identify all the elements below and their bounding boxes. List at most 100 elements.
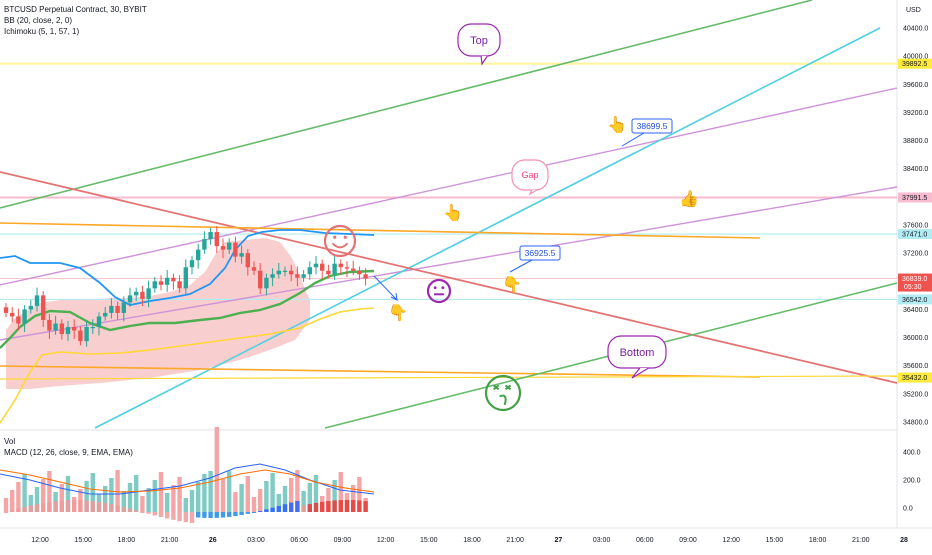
macd-histogram-bar [264,509,269,512]
macd-histogram-bar [152,512,157,516]
macd-histogram-bar [140,512,145,513]
macd-histogram-bar [127,508,133,512]
volume-bar [28,495,33,512]
macd-histogram-bar [320,501,325,512]
time-tick-label: 21:00 [506,537,524,544]
indicator-bb[interactable]: BB (20, close, 2, 0) [4,16,73,25]
hand-pointer-icon: 👇 [388,304,408,322]
candle-body [121,302,126,313]
volume-bar [189,490,195,512]
volume-bar [264,481,269,512]
macd-histogram-bar [289,502,294,512]
price-tick-label: 35600.0 [903,363,928,370]
macd-histogram-bar [313,502,319,512]
volume-bar [146,488,151,512]
candle-body [351,268,356,271]
candle-body [344,267,350,269]
macd-histogram-bar [326,501,331,512]
macd-histogram-bar [96,501,102,512]
bollinger-basis [0,269,375,349]
macd-histogram-bar [177,512,182,522]
volume-bar [41,479,46,512]
candle-body [78,330,83,342]
time-tick-label: 27 [555,537,563,544]
indicator-vol[interactable]: Vol [4,437,16,446]
time-tick-label: 18:00 [463,537,481,544]
volume-bar [338,472,343,512]
callout-gap: Gap [511,159,549,196]
price-tick-label: 40400.0 [903,26,928,33]
time-tick-label: 06:00 [290,537,308,544]
price-tick-label: 38800.0 [903,138,928,145]
candle-body [84,327,89,342]
trend-red-descending [0,171,898,384]
volume-bar [22,474,27,512]
projection-arrow [373,275,397,300]
indicator-ichimoku[interactable]: Ichimoku (5, 1, 57, 1) [4,27,80,36]
candle-body [171,277,176,282]
price-tick-label: 39200.0 [903,110,928,117]
volume-bar [227,471,232,512]
price-tag-label: 37471.0 [902,232,927,239]
candle-body [363,274,368,279]
axes: 40400.0 40000.0 39600.0 39200.0 38800.0 38400… [31,7,932,544]
macd-histogram-bar [134,510,139,512]
volume-bar [332,480,337,512]
candle-body [140,291,145,299]
volume-bar [158,472,164,512]
macd-histogram-bar [109,504,114,512]
volume-bar [115,470,120,512]
time-tick-label: 15:00 [766,537,784,544]
trend-violet-middle [0,87,898,286]
volume-bar [16,482,21,512]
price-tick-label: 38400.0 [903,166,928,173]
candle-body [103,312,108,317]
macd-histogram-bar [282,504,288,512]
time-tick-label: 21:00 [852,537,870,544]
price-tag-box [898,58,932,69]
candle-body [295,274,300,278]
label-38699: 38699.5 [621,118,673,147]
indicator-lines [0,229,375,424]
candle-body [239,253,244,257]
price-tick-label: 40000.0 [903,54,928,61]
candle-body [146,288,151,299]
volume-bar [165,493,170,512]
macd-histogram-bar [78,500,83,512]
candle-body [22,309,27,324]
macd-histogram-bar [208,512,213,518]
price-tick-label: 34800.0 [903,420,928,427]
callout-text: Top [470,35,488,47]
volume-bar [134,475,139,512]
candle-body [220,246,226,250]
volume-bar [208,471,213,512]
price-tick-label: 36000.0 [903,335,928,342]
price-tag-label: 36542.0 [902,297,927,304]
macd-histogram-bar [227,512,232,517]
price-tag-box [898,372,932,383]
macd-line [0,463,375,495]
volume-bar [152,480,157,512]
volume-bar [214,427,219,512]
candle-body [258,270,263,289]
candle-body [183,267,188,289]
candle-body [307,267,312,275]
callout-top: Top [457,23,501,66]
volume-bar [121,491,126,512]
candle-body [233,242,238,257]
candle-body [202,239,207,250]
macd-histogram-bar [84,500,89,512]
volume-bar [10,490,15,512]
time-tick-label: 15:00 [420,537,438,544]
time-tick-label: 18:00 [809,537,827,544]
volume-bar [127,483,133,512]
volume-bar [103,486,108,512]
macd-tick-label: 400.0 [903,450,921,457]
candle-body [90,327,95,329]
volume-bar [196,482,201,512]
volume-bar [202,474,207,512]
hand-pointer-icon: 👇 [502,276,522,294]
indicator-macd[interactable]: MACD (12, 26, close, 9, EMA, EMA) [4,448,133,457]
